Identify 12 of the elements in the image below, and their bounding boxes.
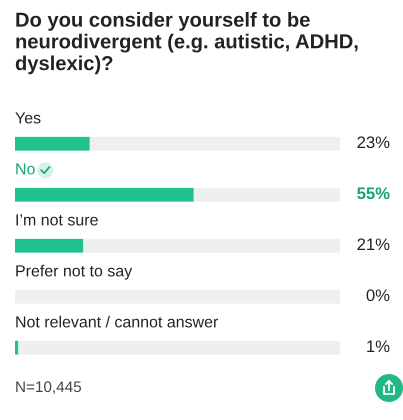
data-label: 0% [366, 289, 390, 302]
chart-title: Do you consider yourself to be neurodivergent (e.g. autistic, ADHD, dyslexic)? [16, 12, 358, 74]
y-tick-label: Prefer not to say [16, 264, 132, 280]
text: N=10,445 [16, 381, 82, 394]
data-label: 1% [367, 340, 390, 352]
y-tick-label: Yes [15, 112, 40, 124]
data-label: 21% [357, 238, 390, 250]
y-tick-label: I’m not sure [16, 214, 98, 226]
y-tick-label: No [16, 163, 35, 175]
y-tick-label: Not relevant / cannot answer [16, 316, 218, 328]
data-label: 23% [357, 136, 390, 148]
data-label: 55% [357, 187, 390, 200]
